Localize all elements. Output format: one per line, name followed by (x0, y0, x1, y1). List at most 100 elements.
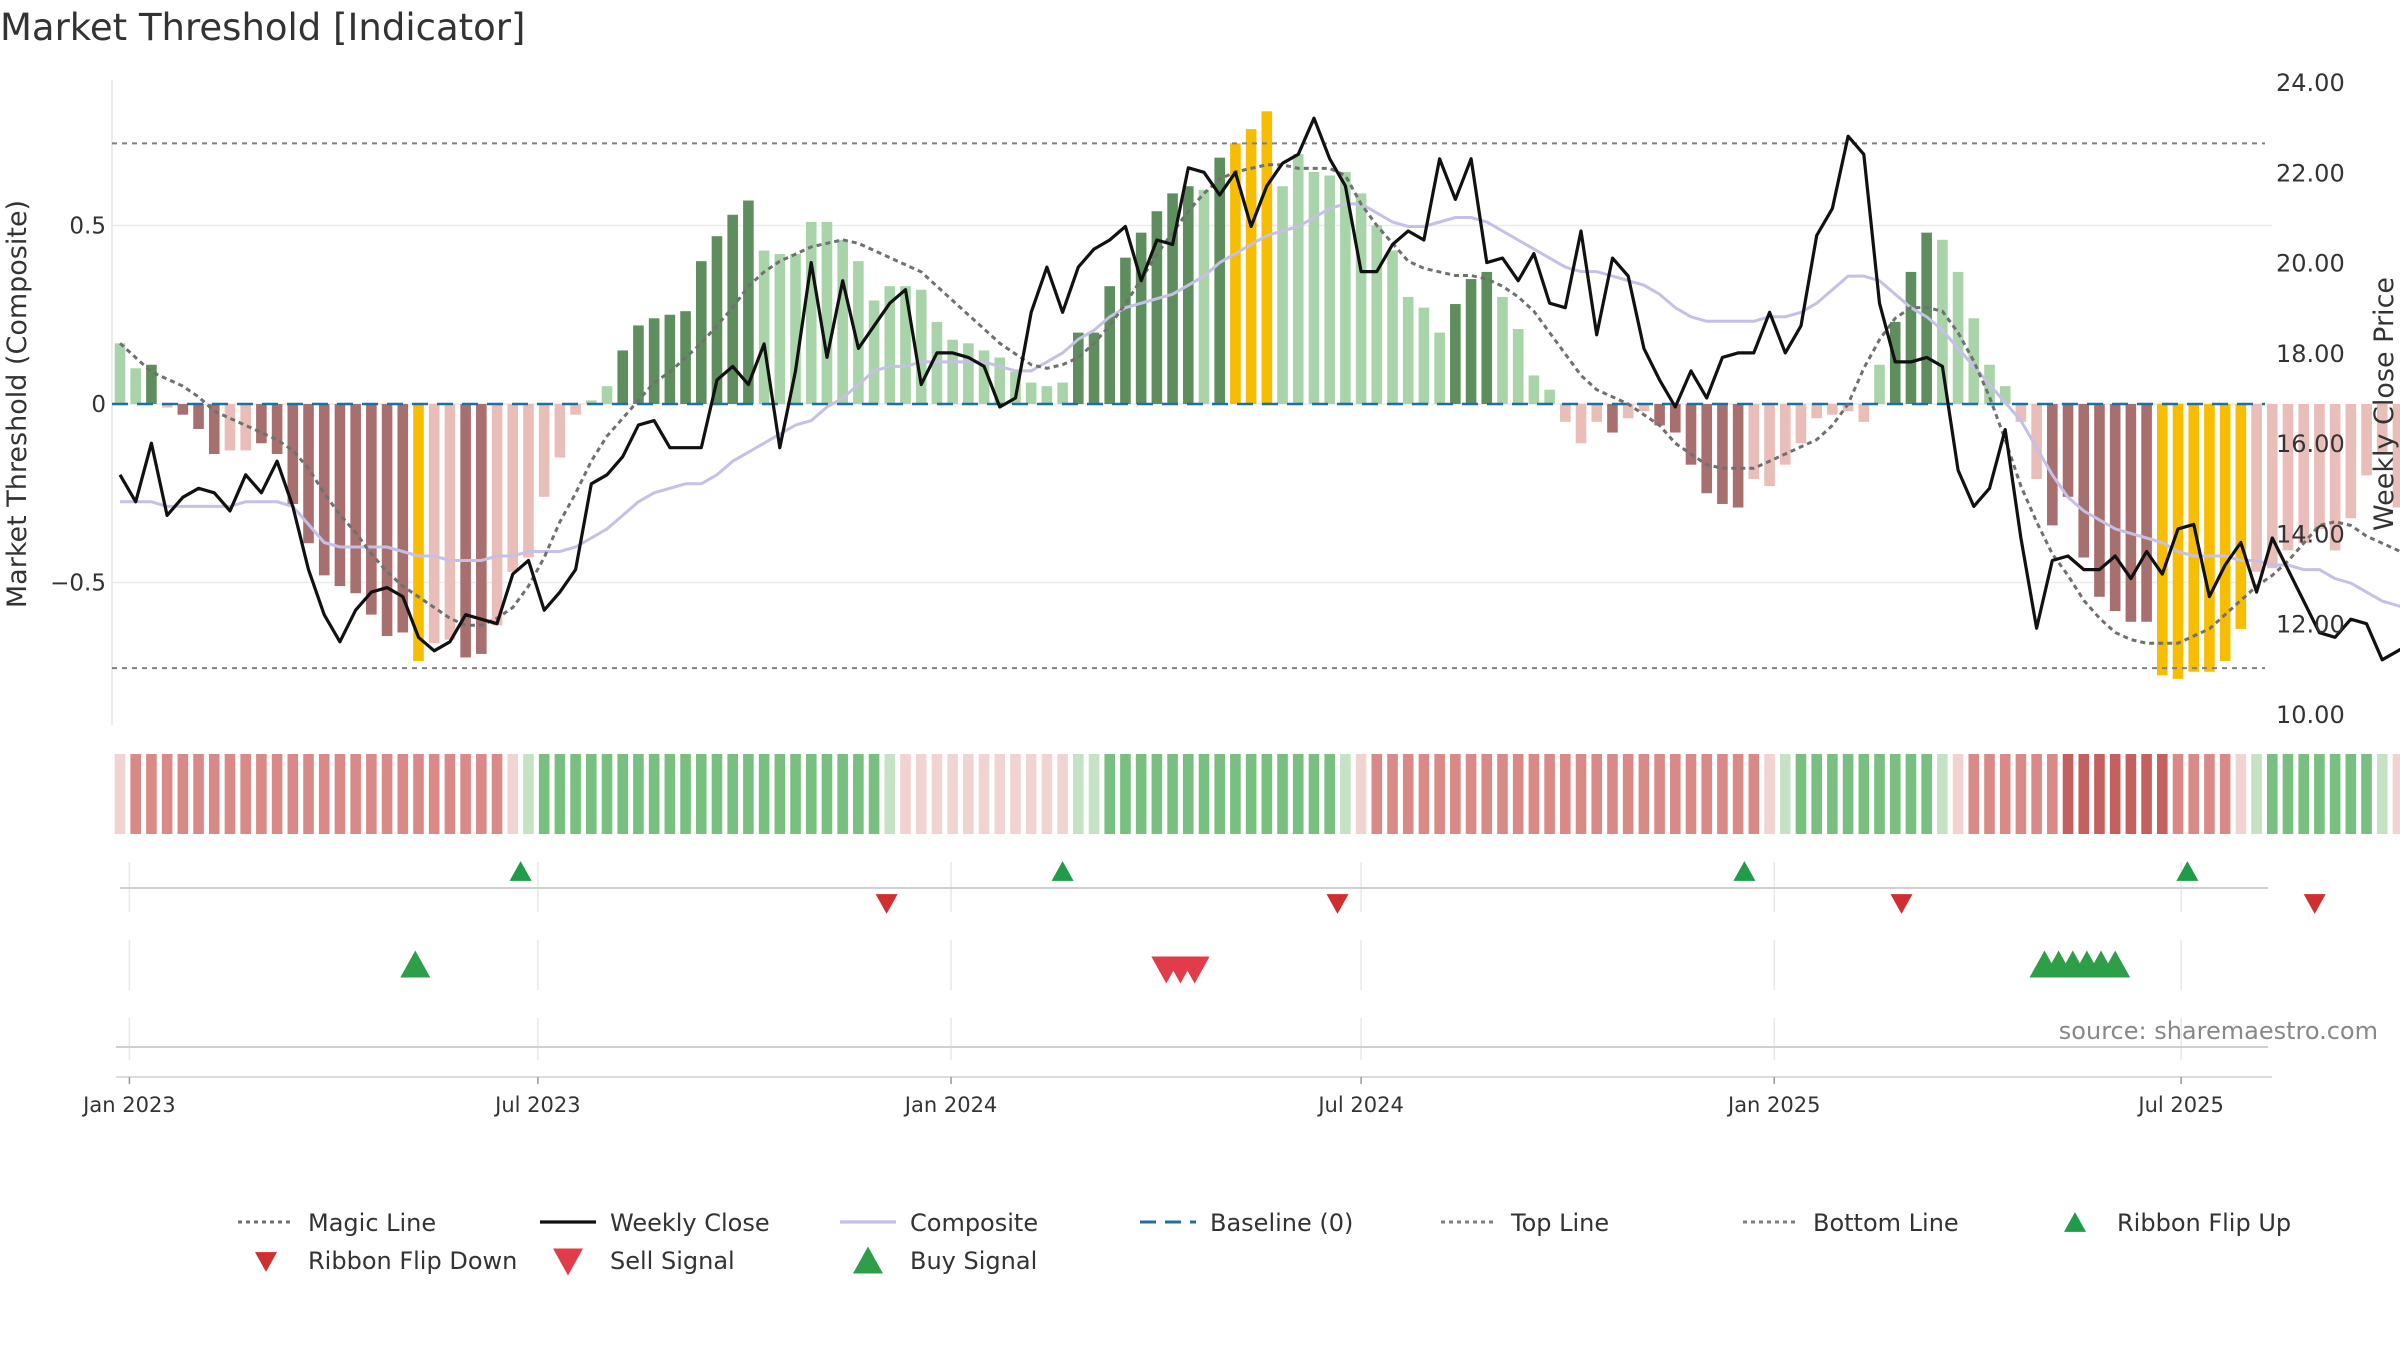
ribbon-cell (821, 754, 833, 834)
ribbon-cell (428, 754, 440, 834)
legend-label: Magic Line (308, 1209, 436, 1237)
composite-bar (774, 254, 786, 404)
composite-bar (2047, 404, 2058, 526)
x-tick-label: Jan 2024 (903, 1093, 998, 1117)
composite-bar (1669, 404, 1681, 433)
composite-bar (1528, 375, 1540, 404)
composite-bar (1497, 296, 1508, 404)
ribbon-cell (2251, 754, 2262, 834)
composite-bar (1104, 286, 1116, 404)
ribbon-cell (177, 754, 189, 834)
composite-bar (2329, 404, 2341, 551)
ribbon-cell (1701, 754, 1713, 834)
composite-bar (2094, 404, 2105, 597)
ribbon-cell (1937, 754, 1948, 834)
legend-label: Composite (910, 1209, 1038, 1237)
ribbon-cell (853, 754, 864, 834)
ribbon-cell (1355, 754, 1367, 834)
legend-label: Ribbon Flip Down (308, 1247, 517, 1275)
x-tick-label: Jul 2023 (493, 1093, 580, 1117)
ribbon-cell (758, 754, 770, 834)
ribbon-cell (2329, 754, 2341, 834)
composite-bar (146, 364, 157, 404)
composite-bar (853, 261, 864, 404)
composite-bar (428, 404, 440, 644)
ribbon-cell (1968, 754, 1980, 834)
legend-swatch (2064, 1212, 2086, 1232)
composite-bar (1402, 296, 1414, 404)
ribbon-cell (1889, 754, 1901, 834)
ribbon-cell (1402, 754, 1414, 834)
ribbon-cell (271, 754, 283, 834)
ribbon-cell (413, 754, 424, 834)
ribbon-cell (1214, 754, 1225, 834)
composite-bar (711, 236, 723, 404)
composite-bar (2015, 404, 2027, 422)
ribbon-cell (2266, 754, 2278, 834)
ribbon-cell (1905, 754, 1917, 834)
ribbon-cell (2204, 754, 2215, 834)
ribbon-cell (978, 754, 990, 834)
ribbon-cell (2031, 754, 2042, 834)
ribbon-cell (2094, 754, 2105, 834)
composite-bar (648, 318, 660, 404)
composite-bar (2392, 404, 2400, 508)
ribbon-cell (1120, 754, 1131, 834)
ribbon-cell (1182, 754, 1194, 834)
ribbon-cell (2188, 754, 2200, 834)
composite-bar (554, 404, 566, 458)
composite-bar (1292, 154, 1304, 404)
ribbon-cell (1827, 754, 1838, 834)
x-tick-label: Jan 2025 (1726, 1093, 1821, 1117)
composite-bar (1340, 171, 1351, 404)
ribbon-cell (1717, 754, 1728, 834)
ribbon-cell (1732, 754, 1744, 834)
composite-bar (2141, 404, 2152, 622)
composite-bar (1230, 143, 1241, 404)
ribbon-cell (963, 754, 974, 834)
ribbon-cell (1041, 754, 1053, 834)
ribbon-cell (1088, 754, 1100, 834)
ribbon-cell (1575, 754, 1587, 834)
composite-bar (1120, 257, 1131, 404)
ribbon-cell (240, 754, 251, 834)
ribbon-cell (1245, 754, 1257, 834)
composite-bar (114, 343, 126, 404)
composite-bar (1937, 239, 1948, 404)
composite-bar (1968, 318, 1980, 404)
composite-bar (743, 200, 754, 404)
ribbon-cell (743, 754, 754, 834)
y2-axis-label: Weekly Close Price (2369, 277, 2400, 531)
ribbon-cell (1308, 754, 1320, 834)
composite-bar (1827, 404, 1838, 415)
ribbon-cell (538, 754, 550, 834)
composite-bar (1560, 404, 1571, 422)
ribbon-cell (1010, 754, 1021, 834)
ribbon-cell (1230, 754, 1241, 834)
ribbon-cell (1685, 754, 1697, 834)
composite-bar (366, 404, 377, 615)
ribbon-cell (366, 754, 377, 834)
ribbon-cell (2172, 754, 2184, 834)
ribbon-cell (114, 754, 126, 834)
ribbon-cell (1874, 754, 1885, 834)
ribbon-cell (1779, 754, 1791, 834)
ribbon-cell (774, 754, 786, 834)
ribbon-cell (1748, 754, 1760, 834)
ribbon-cell (1418, 754, 1430, 834)
y-tick-label: 0.5 (69, 214, 106, 240)
composite-bar (208, 404, 220, 454)
ribbon-cell (2361, 754, 2372, 834)
ribbon-cell (1921, 754, 1932, 834)
x-tick-label: Jul 2025 (2136, 1093, 2223, 1117)
y2-tick-label: 14.00 (2276, 520, 2345, 548)
ribbon-cell (334, 754, 346, 834)
ribbon-cell (1528, 754, 1540, 834)
ribbon-cell (2157, 754, 2168, 834)
chart-title: Market Threshold [Indicator] (0, 6, 526, 49)
source-credit: source: sharemaestro.com (2059, 1017, 2378, 1045)
composite-bar (1245, 129, 1257, 405)
ribbon-cell (1622, 754, 1634, 834)
composite-bar (1355, 193, 1367, 404)
ribbon-cell (1811, 754, 1822, 834)
